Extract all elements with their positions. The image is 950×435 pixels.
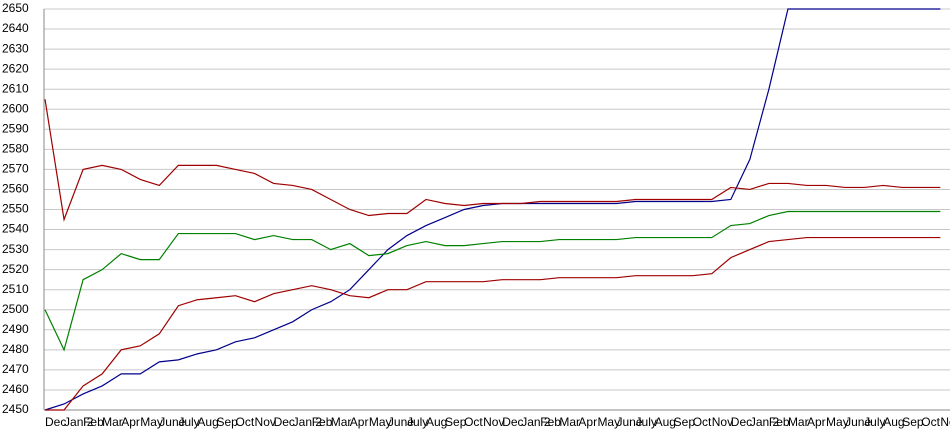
- x-tick-label: Aug: [883, 415, 904, 429]
- y-tick-label: 2570: [2, 162, 29, 176]
- x-tick-label: Apr: [578, 415, 597, 429]
- x-tick-label: Oct: [236, 415, 255, 429]
- data-line: [44, 99, 941, 222]
- x-tick-label: Apr: [807, 415, 826, 429]
- x-tick-label: Aug: [655, 415, 676, 429]
- x-tick-label: Jan 2: [293, 415, 323, 429]
- x-tick-label: Apr: [350, 415, 369, 429]
- y-tick-label: 2650: [2, 1, 29, 15]
- x-tick-label: Feb: [769, 415, 790, 429]
- y-tick-label: 2470: [2, 362, 29, 376]
- y-tick-label: 2500: [2, 302, 29, 316]
- x-tick-label: July: [178, 415, 199, 429]
- y-tick-label: 2450: [2, 402, 29, 416]
- y-tick-label: 2630: [2, 41, 29, 55]
- x-tick-label: Aug: [197, 415, 218, 429]
- y-tick-label: 2610: [2, 81, 29, 95]
- y-tick-label: 2620: [2, 61, 29, 75]
- x-tick-label: Feb: [83, 415, 104, 429]
- x-tick-label: Nov: [483, 415, 504, 429]
- y-tick-label: 2550: [2, 202, 29, 216]
- x-tick-label: May: [369, 415, 392, 429]
- x-tick-label: July: [407, 415, 428, 429]
- x-tick-label: Dec: [731, 415, 752, 429]
- x-tick-label: Mar: [788, 415, 809, 429]
- x-tick-label: Aug: [426, 415, 447, 429]
- x-tick-label: June: [845, 415, 871, 429]
- y-tick-label: 2460: [2, 382, 29, 396]
- x-tick-label: May: [597, 415, 620, 429]
- y-tick-label: 2490: [2, 322, 29, 336]
- x-tick-label: Mar: [102, 415, 123, 429]
- x-tick-label: Dec: [274, 415, 295, 429]
- x-tick-label: Sep: [445, 415, 467, 429]
- x-tick-label: Mar: [559, 415, 580, 429]
- x-tick-label: Dec: [45, 415, 66, 429]
- x-tick-label: June: [159, 415, 185, 429]
- x-tick-label: May: [826, 415, 849, 429]
- data-line: [44, 210, 941, 352]
- x-tick-label: Feb: [540, 415, 561, 429]
- x-tick-label: Oct: [693, 415, 712, 429]
- x-tick-label: Nov: [255, 415, 276, 429]
- x-tick-label: July: [864, 415, 885, 429]
- x-tick-label: Oct: [464, 415, 483, 429]
- y-tick-label: 2590: [2, 121, 29, 135]
- x-tick-label: Sep: [902, 415, 924, 429]
- y-tick-label: 2480: [2, 342, 29, 356]
- y-tick-label: 2640: [2, 21, 29, 35]
- y-tick-label: 2600: [2, 101, 29, 115]
- x-tick-label: Jan 2: [521, 415, 551, 429]
- y-tick-label: 2510: [2, 282, 29, 296]
- y-tick-label: 2560: [2, 182, 29, 196]
- x-tick-label: Feb: [312, 415, 333, 429]
- x-tick-label: June: [617, 415, 643, 429]
- data-line: [45, 236, 941, 411]
- x-tick-label: Apr: [121, 415, 140, 429]
- x-tick-label: Sep: [216, 415, 238, 429]
- y-tick-label: 2580: [2, 142, 29, 156]
- y-tick-label: 2530: [2, 242, 29, 256]
- x-tick-label: Jan 2: [750, 415, 780, 429]
- x-tick-label: Jan 2: [64, 415, 94, 429]
- x-tick-label: Sep: [674, 415, 696, 429]
- x-tick-label: May: [140, 415, 163, 429]
- y-tick-label: 2540: [2, 222, 29, 236]
- x-tick-label: Dec: [502, 415, 523, 429]
- y-tick-label: 2520: [2, 262, 29, 276]
- x-tick-label: Nov: [940, 415, 950, 429]
- x-tick-label: July: [636, 415, 657, 429]
- x-tick-label: June: [388, 415, 414, 429]
- x-tick-label: Mar: [331, 415, 352, 429]
- x-tick-label: Oct: [921, 415, 940, 429]
- x-tick-label: Nov: [712, 415, 733, 429]
- data-line: [44, 8, 941, 411]
